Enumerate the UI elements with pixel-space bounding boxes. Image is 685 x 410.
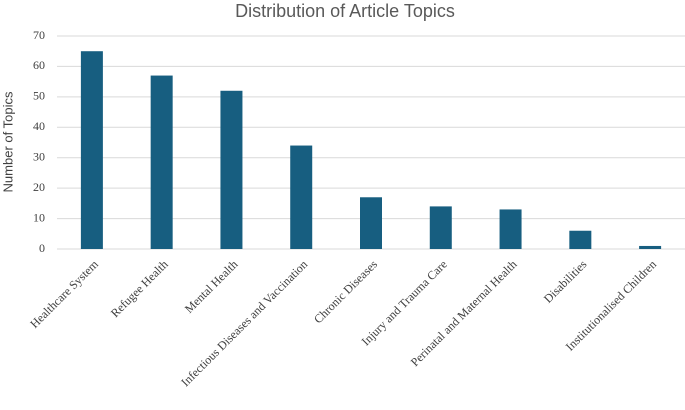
y-tick-label: 20 [33,180,45,194]
bar [150,75,173,249]
x-tick-label: Mental Health [182,257,241,316]
y-tick-label: 50 [33,89,45,103]
x-tick-label: Refugee Health [108,257,171,320]
x-tick-label: Healthcare System [27,257,101,331]
bar [220,90,243,250]
y-axis-title: Number of Topics [0,91,15,192]
x-tick-label: Disabilities [541,257,590,306]
y-tick-label: 70 [33,28,45,42]
bar [569,230,592,249]
y-tick-label: 0 [39,241,45,255]
y-tick-label: 10 [33,210,45,224]
bar [639,245,662,249]
x-tick-label: Infectious Diseases and Vaccination [178,257,310,389]
y-tick-label: 40 [33,119,45,133]
bar [80,51,103,249]
chart-title: Distribution of Article Topics [235,1,455,21]
bar [290,145,313,249]
x-tick-label: Chronic Diseases [311,257,380,326]
y-tick-label: 30 [33,149,45,163]
bar [360,197,382,249]
bar [429,206,452,249]
y-tick-label: 60 [33,58,45,72]
bar [499,209,522,249]
